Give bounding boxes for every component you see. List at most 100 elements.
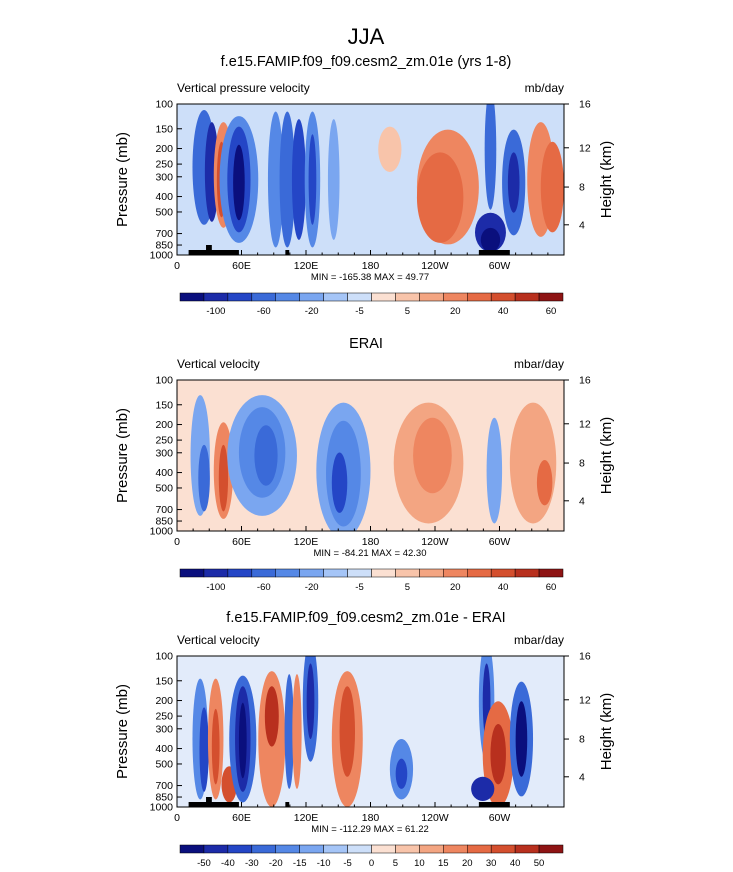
colorbar-swatch (179, 292, 205, 302)
topography-mask (285, 250, 290, 255)
colorbar-swatch (371, 292, 396, 302)
height-tick-label: 8 (579, 734, 585, 746)
contour-region (413, 417, 452, 494)
right-axis-label: Height (km) (598, 417, 615, 495)
contour-region (471, 776, 495, 801)
colorbar-label: -20 (305, 306, 319, 317)
colorbar-label: 20 (450, 582, 461, 593)
contour-region (254, 425, 278, 486)
colorbar-label: 40 (510, 858, 521, 869)
colorbar-label: 20 (450, 306, 461, 317)
y-tick-label: 1000 (150, 802, 174, 814)
topography-mask (206, 245, 212, 250)
contour-region (267, 111, 284, 248)
colorbar-label: -10 (317, 858, 331, 869)
colorbar-label: 0 (369, 858, 374, 869)
colorbar-swatch (299, 568, 324, 578)
contour-region (507, 152, 520, 213)
contour-field (177, 104, 564, 255)
y-tick-label: 250 (155, 435, 173, 447)
y-tick-label: 300 (155, 171, 173, 183)
contour-region (536, 460, 553, 506)
colorbar-swatch (227, 568, 253, 578)
variable-label: Vertical velocity (177, 357, 260, 371)
contour-region (306, 663, 315, 740)
colorbar-swatch (395, 568, 420, 578)
colorbar-swatch (179, 844, 205, 854)
colorbar-label: -100 (206, 306, 225, 317)
colorbar-label: -5 (355, 306, 363, 317)
y-tick-label: 400 (155, 743, 173, 755)
y-tick-label: 200 (155, 419, 173, 431)
y-tick-label: 200 (155, 143, 173, 155)
min-max-text: MIN = -112.29 MAX = 61.22 (311, 824, 429, 835)
colorbar-swatch (371, 568, 396, 578)
colorbar-swatch (490, 292, 516, 302)
colorbar-swatch (251, 292, 276, 302)
x-tick-label: 0 (174, 536, 180, 548)
units-label: mbar/day (514, 633, 564, 647)
contour-region (211, 708, 220, 785)
y-tick-label: 150 (155, 399, 173, 411)
colorbar-swatch (490, 844, 516, 854)
height-tick-label: 16 (579, 375, 591, 387)
colorbar-label: 40 (498, 306, 509, 317)
colorbar-swatch (227, 292, 253, 302)
y-tick-label: 850 (155, 792, 173, 804)
y-tick-label: 150 (155, 675, 173, 687)
colorbar-label: 60 (546, 306, 557, 317)
contour-region (515, 701, 528, 777)
colorbar-swatch (299, 844, 324, 854)
colorbar-label: 30 (486, 858, 497, 869)
height-tick-label: 4 (579, 771, 585, 783)
colorbar-label: -20 (269, 858, 283, 869)
colorbar-label: -30 (245, 858, 259, 869)
colorbar-label: -15 (293, 858, 307, 869)
contour-region (218, 444, 229, 512)
colorbar-label: -60 (257, 306, 271, 317)
contour-region (378, 126, 402, 172)
topography-mask (188, 250, 239, 255)
colorbar-swatch (347, 568, 372, 578)
colorbar-swatch (467, 844, 492, 854)
height-tick-label: 4 (579, 495, 585, 507)
colorbar-swatch (203, 568, 229, 578)
colorbar-label: 50 (534, 858, 545, 869)
x-tick-label: 180 (362, 812, 380, 824)
y-tick-label: 100 (155, 375, 173, 387)
contour-region (490, 723, 506, 785)
x-tick-label: 120E (294, 260, 319, 272)
y-axis-label: Pressure (mb) (114, 684, 131, 779)
y-tick-label: 400 (155, 191, 173, 203)
colorbar-swatch (347, 844, 372, 854)
colorbar-label: 5 (405, 306, 410, 317)
x-tick-label: 60E (232, 536, 251, 548)
height-tick-label: 12 (579, 694, 591, 706)
contour-region (395, 758, 408, 789)
y-tick-label: 100 (155, 651, 173, 663)
colorbar-label: 5 (405, 582, 410, 593)
colorbar-label: 10 (414, 858, 425, 869)
x-tick-label: 120W (421, 536, 449, 548)
height-tick-label: 16 (579, 651, 591, 663)
colorbar-swatch (251, 568, 276, 578)
topography-mask (188, 802, 239, 807)
panel-title: f.e15.FAMIP.f09_f09.cesm2_zm.01e - ERAI (226, 610, 505, 626)
y-tick-label: 850 (155, 516, 173, 528)
min-max-text: MIN = -84.21 MAX = 42.30 (313, 548, 426, 559)
colorbar-swatch (323, 844, 348, 854)
y-tick-label: 1000 (150, 526, 174, 538)
x-tick-label: 60W (489, 812, 511, 824)
contour-region (292, 674, 302, 789)
colorbar-swatch (323, 292, 348, 302)
height-tick-label: 8 (579, 458, 585, 470)
contour-region (339, 686, 356, 777)
colorbar-swatch (275, 844, 300, 854)
contour-region (327, 119, 340, 240)
colorbar-swatch (443, 568, 468, 578)
contour-region (199, 707, 209, 792)
colorbar-swatch (538, 292, 564, 302)
x-tick-label: 120W (421, 260, 449, 272)
colorbar-swatch (514, 292, 540, 302)
contour-region (484, 104, 497, 210)
